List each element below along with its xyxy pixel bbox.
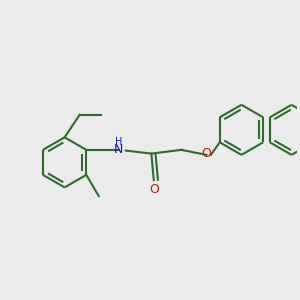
Text: H: H — [115, 137, 122, 148]
Text: N: N — [114, 143, 124, 156]
Text: O: O — [149, 183, 159, 196]
Text: O: O — [202, 148, 212, 160]
